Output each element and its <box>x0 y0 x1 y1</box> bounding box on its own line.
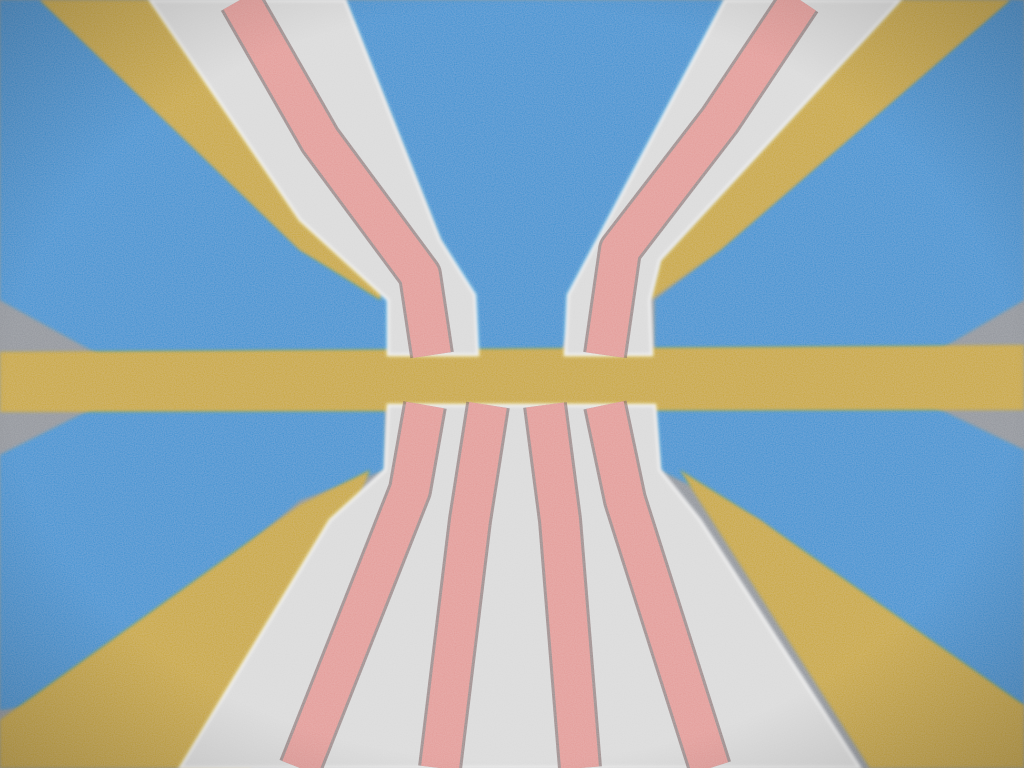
micrograph-image <box>0 0 1024 768</box>
vignette <box>0 0 1024 768</box>
